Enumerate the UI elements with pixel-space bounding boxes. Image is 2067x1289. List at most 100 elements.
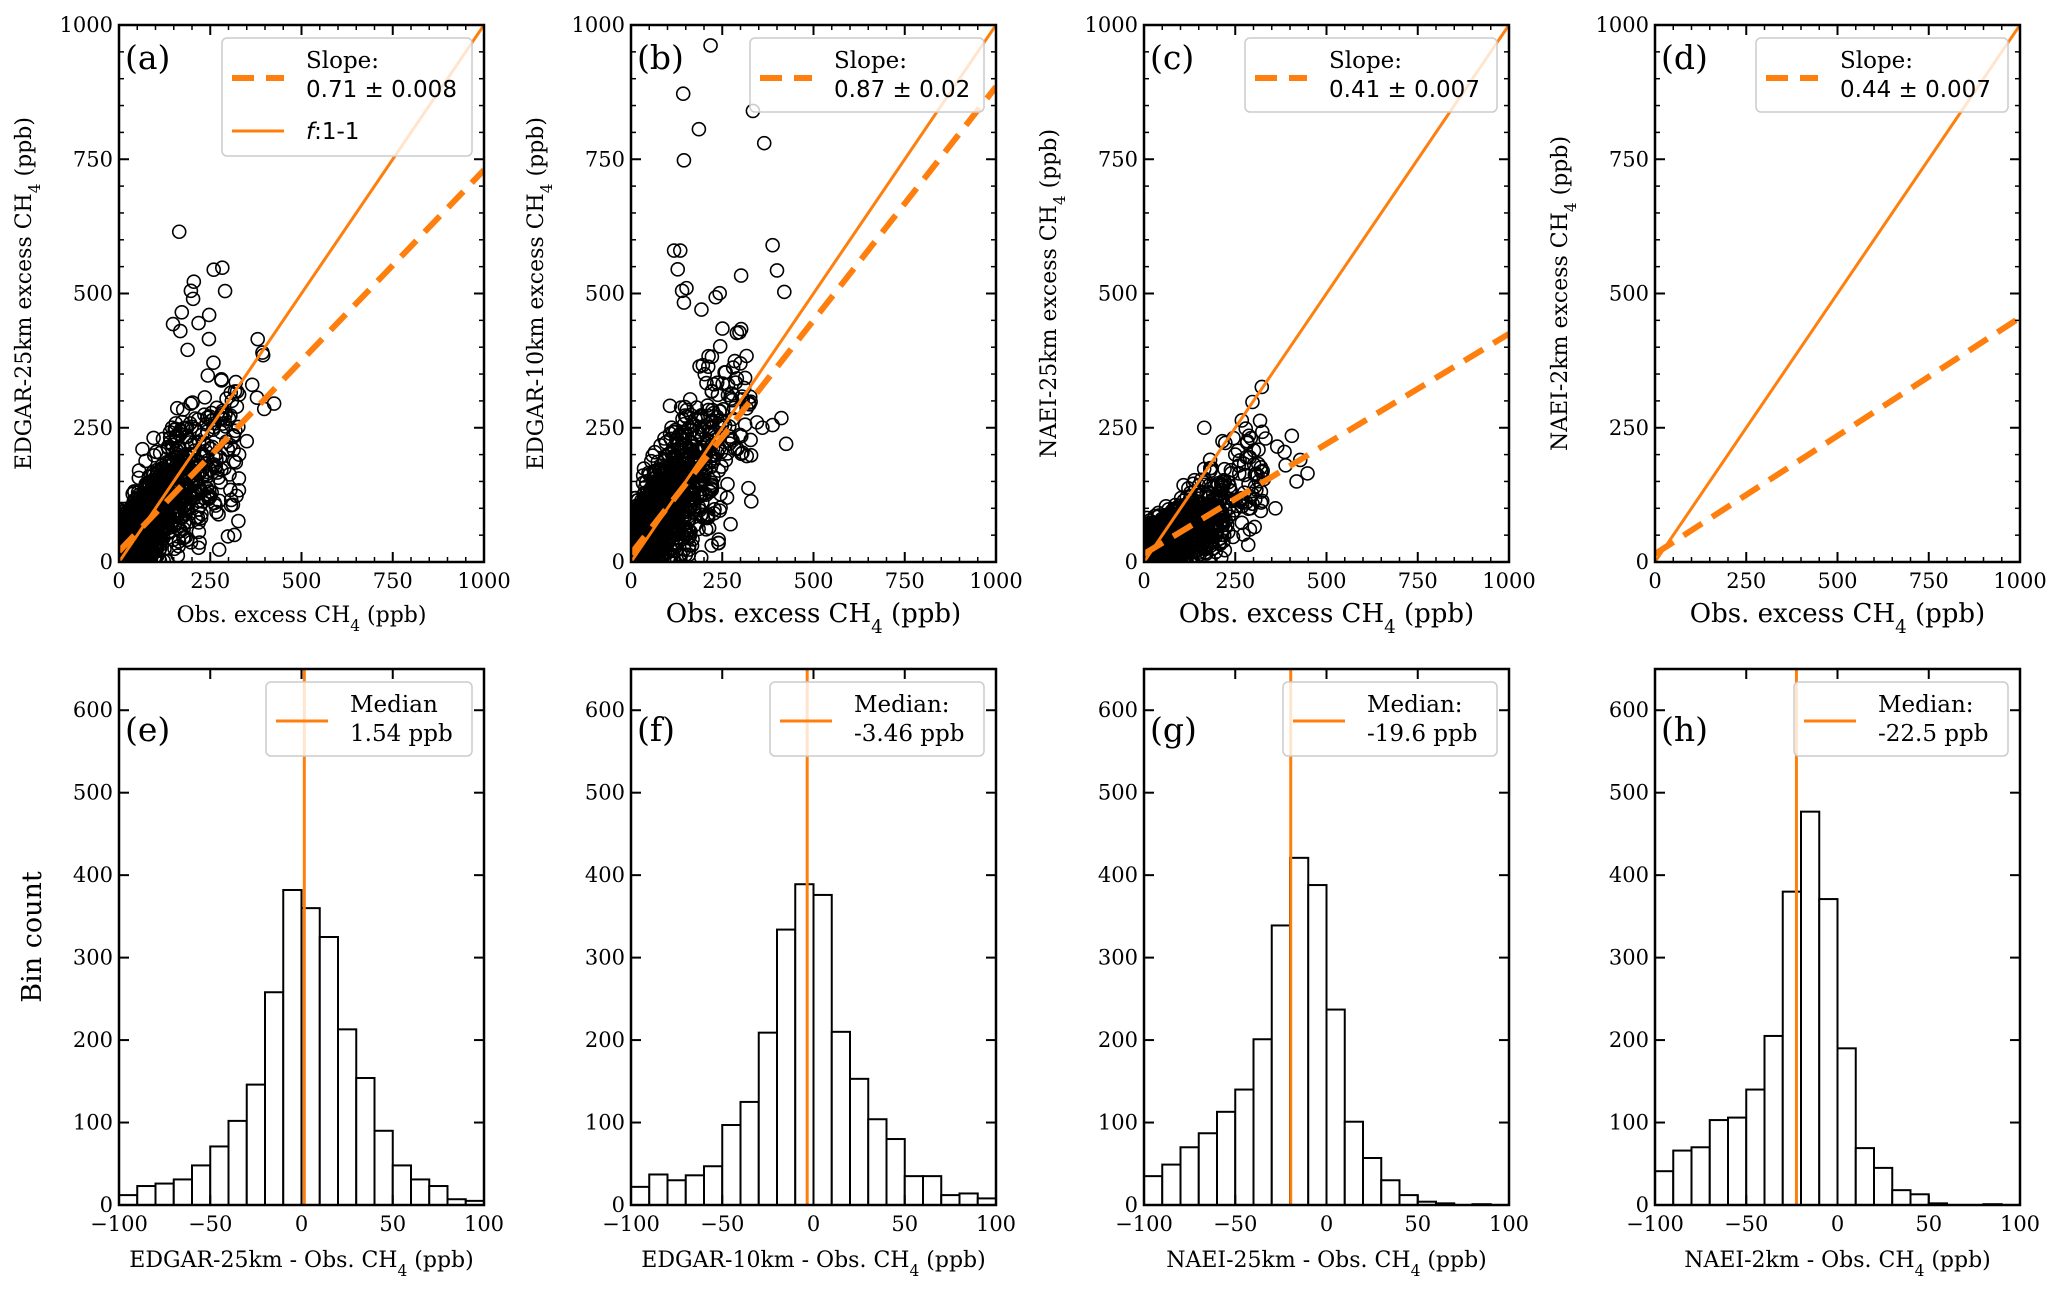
histogram-bar: [739, 1100, 760, 1205]
data-point: [143, 530, 158, 545]
histogram-bars: [119, 888, 484, 1205]
data-point: [733, 268, 749, 283]
histogram-bar: [757, 1031, 778, 1205]
data-point: [1258, 431, 1273, 446]
data-point: [674, 425, 689, 440]
data-point: [209, 504, 224, 520]
data-point: [711, 535, 726, 551]
data-point: [729, 325, 745, 341]
data-point: [250, 331, 266, 347]
x-tick-label: 750: [1398, 569, 1438, 593]
histogram-bar: [958, 1192, 979, 1205]
data-point: [1269, 439, 1285, 454]
y-tick-label: 250: [1098, 416, 1138, 440]
data-point: [1234, 413, 1250, 428]
scatter-points: [631, 38, 794, 562]
data-point: [191, 524, 207, 540]
data-point: [679, 280, 694, 296]
y-tick-label: 0: [1636, 550, 1649, 574]
data-point: [1167, 545, 1182, 560]
data-point: [1224, 506, 1240, 521]
data-point: [177, 455, 193, 470]
data-point: [725, 360, 741, 375]
histogram-bar: [867, 1118, 888, 1205]
data-point: [647, 444, 663, 460]
data-point: [185, 395, 200, 410]
data-point: [647, 500, 662, 515]
y-axis-label: NAEI-25km excess CH4 (ppb): [1037, 129, 1069, 458]
data-point: [719, 490, 735, 505]
data-point: [684, 443, 700, 458]
histogram-bar: [227, 1119, 248, 1205]
histogram-bar: [830, 1030, 851, 1205]
data-point: [1218, 435, 1233, 451]
scatter-points: [1144, 379, 1315, 562]
histogram-bar: [410, 1178, 431, 1205]
one-to-one-line: [1655, 25, 2020, 562]
data-point: [649, 486, 665, 501]
data-point: [769, 263, 785, 278]
x-tick-label: −100: [602, 1212, 660, 1236]
data-point: [720, 446, 735, 461]
data-point: [132, 508, 148, 524]
data-point: [256, 401, 272, 417]
data-point: [1171, 501, 1186, 516]
data-point: [214, 462, 229, 478]
data-point: [170, 503, 186, 518]
x-axis-label: Obs. excess CH4 (ppb): [1690, 599, 1985, 638]
x-tick-label: −100: [90, 1212, 148, 1236]
data-point: [170, 548, 186, 562]
x-tick-label: 0: [1137, 569, 1150, 593]
histogram-bar: [648, 1173, 669, 1205]
legend-box: [221, 37, 473, 157]
x-tick-label: 50: [379, 1212, 406, 1236]
data-point: [201, 331, 217, 347]
legend-label: 0.87 ± 0.02: [834, 77, 970, 103]
data-point: [183, 396, 199, 412]
data-point: [191, 315, 206, 331]
data-point: [694, 507, 709, 523]
data-point: [776, 284, 792, 300]
data-point: [1251, 442, 1266, 457]
histogram-bar: [812, 893, 833, 1205]
data-point: [765, 237, 780, 253]
histogram-bar: [721, 1124, 742, 1205]
data-point: [724, 392, 740, 408]
data-point: [206, 262, 222, 278]
legend-box: [749, 37, 985, 113]
y-tick-label: 1000: [572, 13, 625, 37]
data-point: [691, 121, 707, 137]
plot-area: [1144, 25, 1509, 562]
histogram-bar: [666, 1179, 687, 1205]
data-point: [223, 492, 239, 508]
histogram-bar: [282, 888, 303, 1205]
data-point: [1144, 510, 1155, 526]
data-point: [173, 323, 188, 339]
y-tick-label: 1000: [1596, 13, 1649, 37]
histogram-bar: [903, 1175, 924, 1205]
data-point: [635, 475, 651, 491]
data-point: [679, 409, 694, 425]
data-point: [681, 542, 697, 557]
data-point: [153, 537, 168, 552]
data-point: [704, 349, 720, 365]
histogram-bar: [849, 1077, 870, 1205]
histogram-bar: [631, 1185, 651, 1205]
data-point: [1165, 530, 1181, 546]
data-point: [1254, 424, 1270, 440]
x-tick-label: 500: [1306, 569, 1346, 593]
data-point: [737, 417, 753, 432]
data-point: [151, 543, 167, 559]
scatter-points: [119, 224, 282, 562]
histogram-bar: [172, 1178, 193, 1205]
data-point: [171, 224, 187, 240]
data-point: [191, 540, 206, 556]
x-tick-label: 250: [1215, 569, 1255, 593]
